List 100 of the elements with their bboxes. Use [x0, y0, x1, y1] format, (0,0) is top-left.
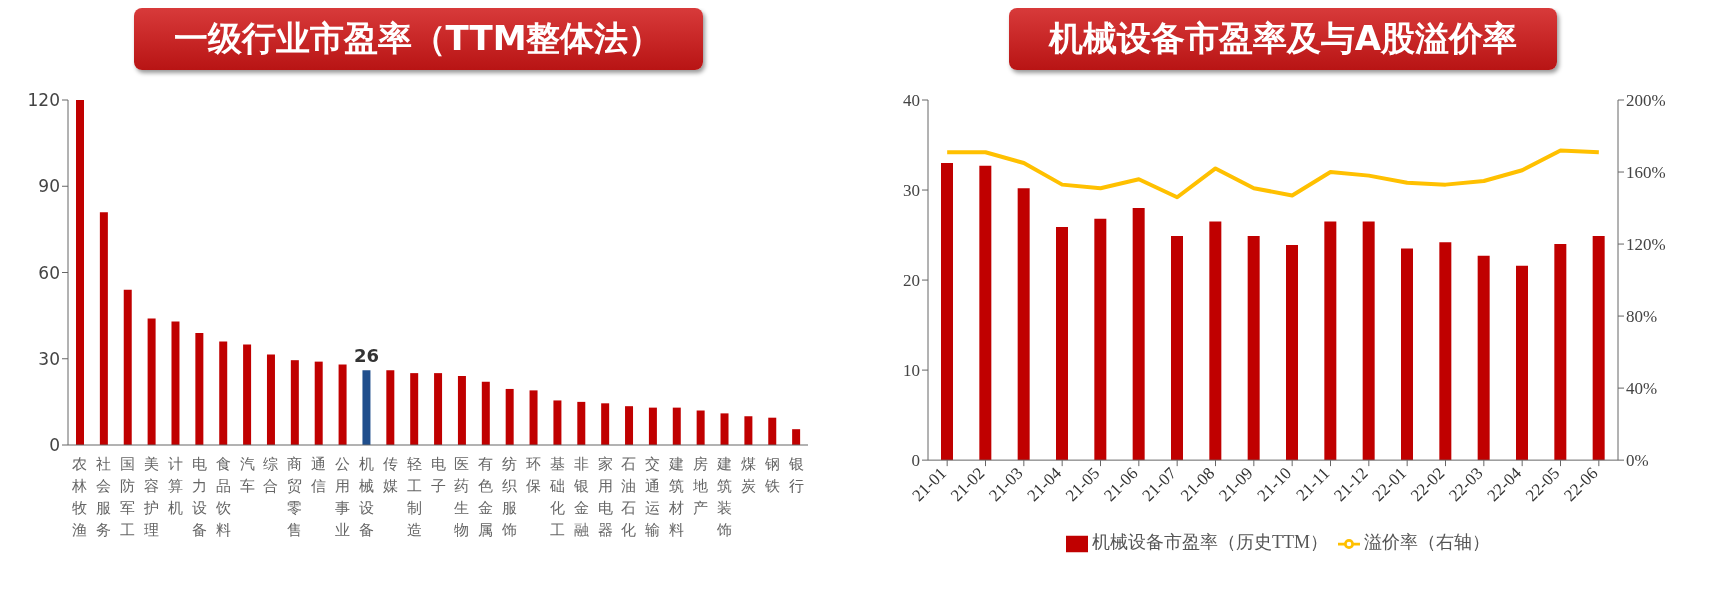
y-tick-label: 60: [38, 262, 60, 283]
x-tick-label: 商贸零售: [287, 455, 303, 539]
x-tick-label: 银行: [787, 455, 804, 495]
chart-title: 一级行业市盈率（TTM整体法）: [133, 8, 703, 70]
x-tick-label: 食品饮料: [214, 455, 231, 539]
bar: [625, 406, 634, 445]
x-tick-label: 综合: [263, 455, 279, 495]
legend-label: 机械设备市盈率（历史TTM）: [1092, 532, 1328, 553]
y-tick-label: 30: [903, 181, 920, 201]
bar: [76, 100, 84, 445]
x-tick-label: 非银金融: [572, 455, 589, 539]
y-tick-label: 120: [27, 90, 60, 111]
bar: [457, 376, 466, 445]
bar: [195, 332, 204, 445]
y2-tick-label: 160%: [1626, 163, 1666, 183]
bar: [529, 390, 538, 445]
bar: [290, 360, 299, 445]
x-tick-label: 轻工制造: [406, 455, 422, 539]
x-tick-label: 建筑装饰: [715, 455, 732, 539]
bar: [434, 373, 443, 445]
bar: [1132, 208, 1145, 461]
x-tick-label: 机械设备: [358, 455, 374, 539]
bar: [505, 388, 514, 445]
y-tick-label: 90: [38, 176, 60, 197]
bar: [171, 321, 180, 445]
bar: [410, 373, 419, 445]
bar: [941, 163, 953, 461]
bar: [979, 165, 992, 461]
bar: [768, 417, 777, 445]
legend-label: 溢价率（右轴）: [1364, 532, 1490, 553]
x-tick-label: 通信: [311, 455, 327, 495]
bar: [1516, 265, 1528, 461]
y-tick-label: 10: [903, 361, 920, 381]
y2-tick-label: 80%: [1626, 307, 1658, 327]
bar: [744, 416, 753, 445]
bar: [1362, 221, 1375, 461]
bar: [792, 429, 801, 445]
bar: [338, 364, 347, 445]
bar: [1171, 235, 1183, 461]
y2-tick-label: 120%: [1626, 235, 1666, 255]
bar: [1477, 255, 1490, 461]
x-tick-label: 美容护理: [143, 455, 160, 539]
x-tick-label: 社会服务: [96, 455, 112, 539]
x-tick-label: 石油石化: [621, 455, 637, 539]
x-tick-label: 家用电器: [597, 455, 613, 539]
line-series: [945, 148, 1601, 200]
bar: [577, 401, 586, 445]
data-label: 26: [353, 345, 379, 367]
bar: [147, 318, 156, 445]
bar: [1554, 244, 1567, 461]
bar: [696, 410, 705, 445]
bar: [1592, 235, 1605, 461]
x-tick-label: 纺织服饰: [501, 455, 518, 539]
bar: [1286, 244, 1298, 461]
bar: [648, 407, 657, 445]
x-tick-label: 有色金属: [478, 455, 494, 539]
y2-tick-label: 200%: [1626, 91, 1666, 111]
bar: [314, 361, 323, 445]
x-tick-label: 传媒: [382, 455, 398, 495]
x-tick-label: 电子: [430, 455, 446, 495]
bar: [1017, 188, 1030, 461]
bar: [123, 289, 132, 445]
bar: [1247, 235, 1260, 461]
bar: [219, 341, 228, 445]
bar: [362, 370, 371, 445]
bar: [720, 413, 729, 445]
bar: [266, 354, 275, 445]
bar: [553, 400, 562, 445]
x-tick-label: 公用事业: [335, 455, 351, 539]
bar: [1209, 221, 1222, 461]
y2-tick-label: 40%: [1626, 379, 1658, 399]
x-tick-label: 电力设备: [191, 455, 207, 539]
x-tick-label: 国防军工: [120, 455, 136, 539]
x-tick-label: 农林牧渔: [71, 455, 88, 539]
bar: [1094, 218, 1107, 461]
bar: [1056, 226, 1068, 461]
x-tick-label: 医药生物: [454, 455, 470, 539]
bar: [386, 370, 395, 445]
bar: [1324, 221, 1337, 461]
bar: [672, 407, 681, 445]
y-tick-label: 0: [49, 435, 60, 456]
x-tick-label: 建筑材料: [668, 455, 685, 539]
x-tick-label: 环保: [525, 455, 541, 495]
x-tick-label: 计算机: [167, 455, 183, 517]
x-tick-label: 交通运输: [645, 455, 661, 539]
x-tick-label: 基础化工: [548, 455, 565, 539]
y-tick-label: 30: [38, 348, 60, 369]
x-tick-label: 汽车: [239, 455, 255, 495]
y-tick-label: 40: [903, 91, 920, 111]
bar: [1439, 242, 1452, 461]
bar: [99, 212, 108, 445]
bar: [601, 403, 610, 445]
x-tick-label: 钢铁: [763, 455, 780, 495]
x-tick-label: 房地产: [692, 455, 709, 517]
chart-title: 机械设备市盈率及与A股溢价率: [1008, 8, 1558, 70]
x-tick-label: 煤炭: [740, 455, 756, 495]
y-tick-label: 0: [911, 451, 920, 471]
y2-tick-label: 0%: [1626, 451, 1649, 471]
y-tick-label: 20: [903, 271, 920, 291]
bar: [243, 344, 252, 445]
